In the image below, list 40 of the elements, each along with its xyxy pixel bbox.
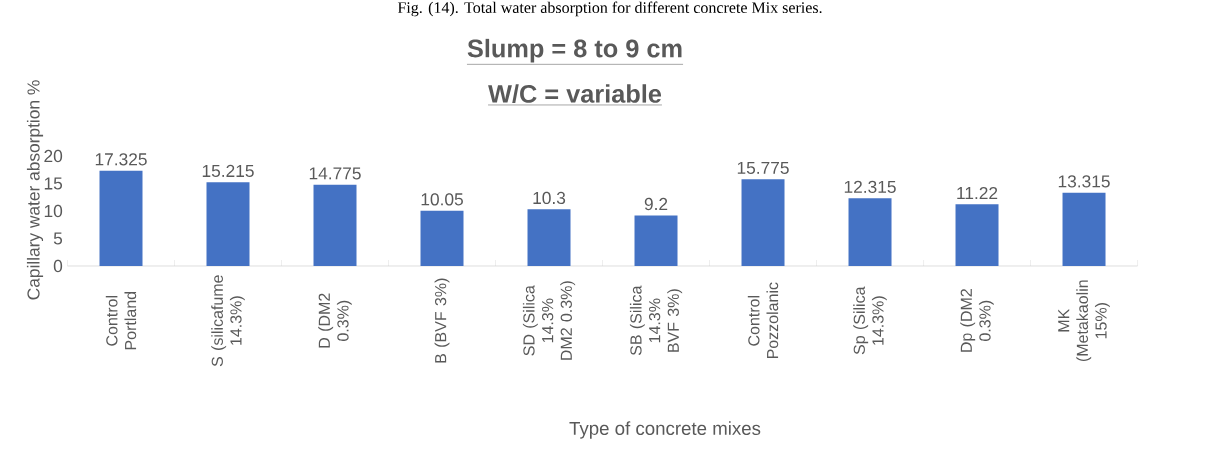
bar	[848, 198, 892, 266]
bar	[955, 204, 999, 266]
data-label: 9.2	[644, 197, 668, 211]
x-tick-label: SD (Silica 14.3% DM2 0.3%)	[522, 281, 576, 360]
data-label: 11.22	[957, 186, 998, 200]
data-label: 17.325	[95, 153, 147, 166]
bar	[527, 209, 571, 266]
bar	[741, 179, 785, 266]
data-label: 10.3	[533, 191, 566, 205]
data-label: 13.315	[1058, 175, 1110, 188]
bar	[420, 210, 464, 266]
x-axis-title: Type of concrete mixes	[569, 421, 761, 439]
bar	[634, 215, 678, 266]
x-tick-label: S (silicafume 14.3%)	[211, 275, 245, 367]
data-label: 10.05	[421, 193, 463, 206]
y-tick-label: 10	[44, 204, 63, 218]
x-tick-label: Dp (DM2 0.3%)	[960, 289, 994, 352]
y-tick-label: 20	[44, 149, 63, 163]
x-tick-label: MK (Metakaolin 15%)	[1058, 280, 1110, 362]
chart-title: Slump = 8 to 9 cm	[467, 38, 682, 63]
bar	[313, 184, 357, 266]
x-tick-label: B (BVF 3%)	[434, 278, 450, 363]
bar	[206, 182, 250, 266]
bar	[99, 170, 143, 266]
x-tick-label: Control Pozzolanic	[747, 282, 779, 359]
x-tick-label: Sp (Silica 14.3%)	[853, 286, 887, 355]
y-tick-label: 15	[44, 177, 63, 190]
data-label: 15.775	[737, 161, 789, 174]
y-axis-title: Capillary water absorption %	[26, 80, 44, 300]
bar	[1062, 192, 1106, 266]
y-tick-label: 0	[53, 259, 63, 273]
x-tick-label: SB (Silica 14.3% BVF 3%)	[629, 285, 683, 356]
x-tick-label: D (DM2 0.3%)	[318, 293, 352, 348]
y-tick-label: 5	[53, 232, 63, 245]
data-label: 15.215	[202, 164, 254, 178]
data-label: 14.775	[309, 167, 361, 180]
x-tick-label: Control Portland	[105, 291, 137, 350]
data-label: 12.315	[844, 180, 896, 193]
chart-subtitle: W/C = variable	[488, 84, 662, 104]
text: Fig. (14). Total water absorption for different concrete Mix series.	[397, 1, 822, 17]
